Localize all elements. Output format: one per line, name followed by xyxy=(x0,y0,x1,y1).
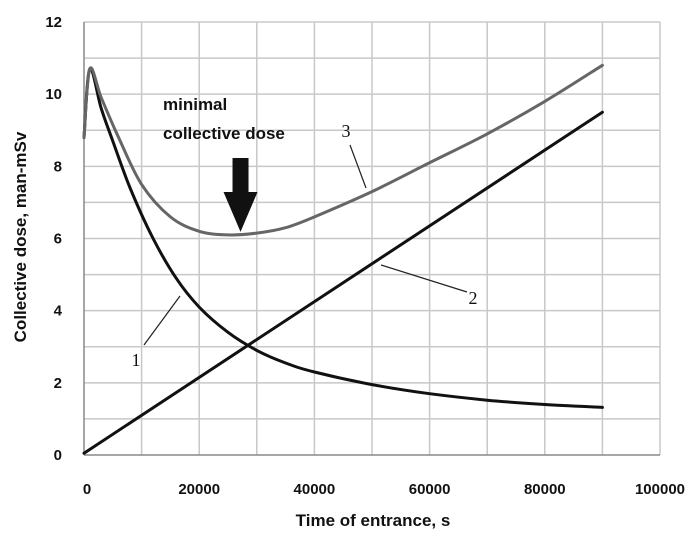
y-axis-title: Collective dose, man-mSv xyxy=(11,131,30,342)
x-tick-label: 0 xyxy=(83,481,91,498)
y-tick-label: 2 xyxy=(54,375,62,392)
x-tick-label: 80000 xyxy=(524,481,566,498)
series-line-3 xyxy=(82,63,604,237)
y-tick-label: 0 xyxy=(54,447,62,464)
x-axis-title: Time of entrance, s xyxy=(296,511,451,530)
x-tick-labels: 0 20000 40000 60000 80000 100000 xyxy=(83,481,685,498)
x-tick-label: 100000 xyxy=(635,481,685,498)
annotation-line-1: minimal xyxy=(163,95,227,114)
curve-label-3: 3 xyxy=(342,121,351,141)
curve-label-2: 2 xyxy=(469,288,478,308)
x-tick-label: 20000 xyxy=(178,481,220,498)
y-tick-label: 4 xyxy=(54,303,63,320)
y-tick-label: 10 xyxy=(45,86,62,103)
down-arrow-icon xyxy=(223,158,258,232)
grid xyxy=(84,21,661,455)
x-tick-label: 40000 xyxy=(294,481,336,498)
y-tick-label: 8 xyxy=(54,158,62,175)
leader-line-1 xyxy=(143,295,181,346)
curve-label-1: 1 xyxy=(132,350,141,370)
leader-line-2 xyxy=(380,264,468,293)
series-line-2 xyxy=(82,110,604,455)
series-lines xyxy=(82,63,604,455)
x-tick-label: 60000 xyxy=(409,481,451,498)
annotation-line-2: collective dose xyxy=(163,124,285,143)
series-line-1 xyxy=(82,67,604,409)
leader-line-3 xyxy=(349,144,367,189)
y-tick-label: 6 xyxy=(54,231,62,248)
y-tick-label: 12 xyxy=(45,14,62,31)
annotations: minimal collective dose 1 2 3 xyxy=(132,95,478,370)
axes xyxy=(83,22,660,456)
y-tick-labels: 0 2 4 6 8 10 12 xyxy=(45,14,62,464)
